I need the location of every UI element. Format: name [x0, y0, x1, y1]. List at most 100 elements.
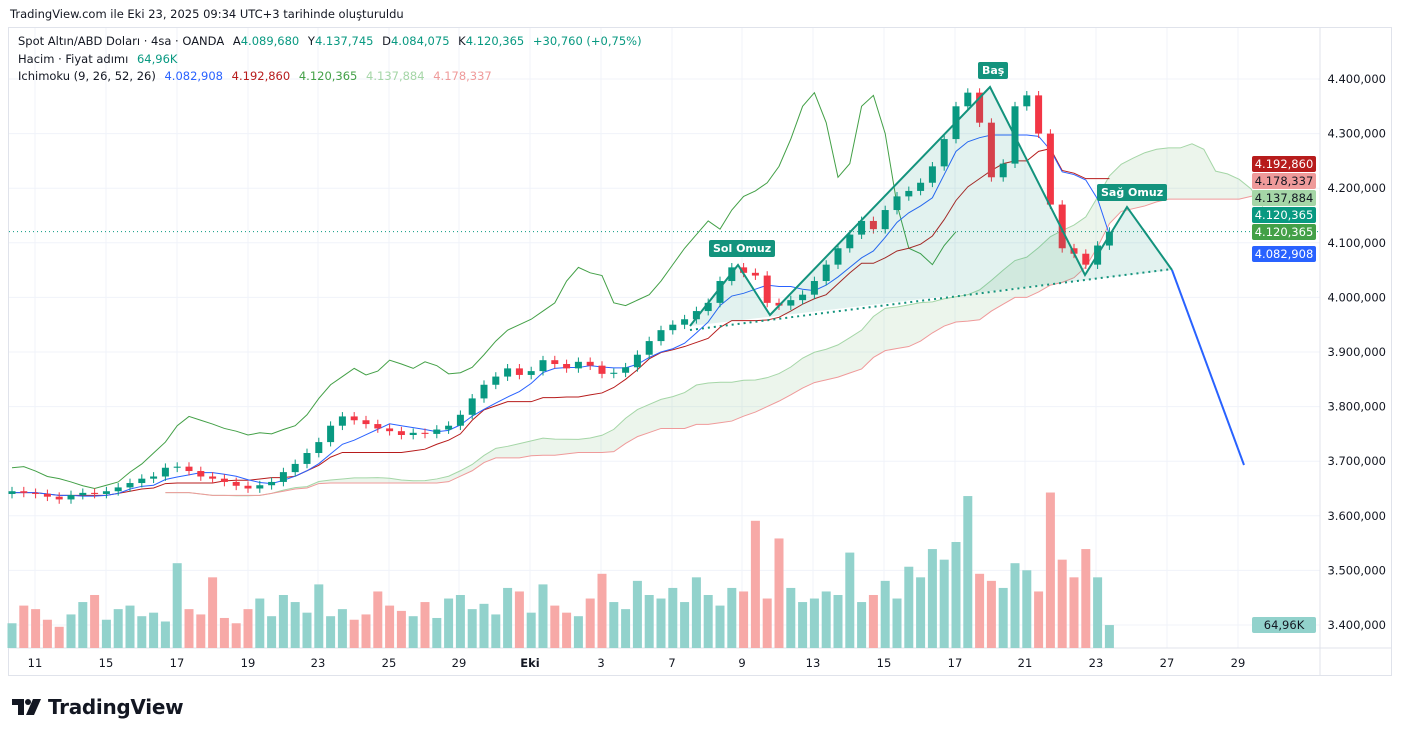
head-label[interactable]: Baş: [978, 62, 1009, 79]
volume-bar: [503, 587, 513, 648]
candle-body: [8, 491, 16, 494]
candle-body: [185, 466, 193, 472]
volume-bar: [1022, 570, 1032, 648]
volume-bar: [314, 584, 324, 648]
volume-bar: [66, 614, 76, 648]
volume-bar: [562, 612, 572, 648]
chart-frame: [8, 27, 1392, 676]
right-shoulder-label[interactable]: Sağ Omuz: [1097, 184, 1168, 201]
volume-bar: [715, 605, 725, 648]
volume-bar: [396, 610, 406, 648]
volume-bar: [19, 605, 29, 648]
tenkan-value: 4.082,908: [164, 69, 223, 83]
tenkan-price-label: 4.082,908: [1252, 246, 1316, 262]
candle-body: [338, 416, 346, 426]
volume-bar: [361, 614, 371, 648]
candle-body: [161, 467, 169, 477]
candle-body: [633, 354, 641, 368]
candle-body: [374, 424, 382, 429]
candle-body: [1058, 204, 1066, 249]
volume-bar: [184, 609, 194, 648]
volume-bar: [939, 559, 949, 648]
candle-body: [751, 272, 759, 276]
y-tick-label: 4.100,000: [1327, 236, 1386, 250]
volume-bar: [656, 598, 666, 648]
candle-body: [1082, 253, 1090, 265]
x-tick-label: 3: [597, 656, 604, 670]
candle-body: [43, 493, 51, 497]
volume-bar: [113, 609, 123, 648]
volume-bar: [904, 566, 914, 648]
volume-bar: [727, 587, 737, 648]
x-tick-label: 15: [877, 656, 892, 670]
low-pair: D4.084,075: [382, 34, 449, 48]
volume-price-label: 64,96K: [1252, 617, 1316, 633]
volume-bar: [326, 616, 336, 648]
candle-body: [220, 478, 228, 482]
candle-body: [138, 478, 146, 484]
x-tick-label: 25: [382, 656, 397, 670]
candle-body: [480, 384, 488, 399]
candle-body: [834, 248, 842, 265]
candle-body: [976, 92, 984, 123]
volume-bar: [149, 612, 159, 648]
x-tick-label: 29: [1231, 656, 1246, 670]
candle-body: [244, 485, 252, 489]
y-tick-label: 3.800,000: [1327, 400, 1386, 414]
candle-body: [598, 365, 606, 374]
candle-body: [303, 453, 311, 464]
candle-body: [350, 416, 358, 421]
candle-body: [775, 302, 783, 306]
candle-body: [67, 495, 75, 500]
candle-body: [209, 476, 217, 479]
left-shoulder-label[interactable]: Sol Omuz: [709, 240, 776, 257]
x-tick-label: 23: [311, 656, 326, 670]
candle-body: [362, 420, 370, 425]
volume-bar: [892, 598, 902, 648]
volume-bar: [160, 621, 170, 648]
x-tick-label: 11: [28, 656, 43, 670]
volume-bar: [916, 577, 926, 648]
candle-body: [551, 360, 559, 365]
volume-bar: [526, 612, 536, 648]
candle-body: [232, 481, 240, 486]
y-tick-label: 3.400,000: [1327, 618, 1386, 632]
volume-bar: [833, 594, 843, 648]
candle-body: [881, 210, 889, 230]
volume-bar: [408, 616, 418, 648]
candle-body: [586, 361, 594, 366]
volume-bar: [208, 577, 218, 648]
high-label: Y: [307, 34, 315, 48]
open-value: 4.089,680: [240, 34, 300, 48]
candle-body: [716, 281, 724, 303]
candle-body: [1070, 248, 1078, 254]
candle-body: [256, 485, 264, 489]
candle-body: [940, 139, 948, 167]
y-tick-label: 3.900,000: [1327, 345, 1386, 359]
candle-body: [32, 492, 40, 494]
tradingview-logo[interactable]: TradingView: [12, 695, 184, 719]
tenkan-line: [12, 134, 1110, 497]
candle-body: [421, 432, 429, 434]
volume-bar: [137, 616, 147, 648]
volume-bar: [798, 602, 808, 648]
ichimoku-legend: Ichimoku (9, 26, 52, 26) 4.082,908 4.192…: [18, 69, 497, 83]
volume-bar: [432, 617, 442, 648]
candle-body: [1023, 95, 1031, 107]
volume-bar: [125, 605, 135, 648]
low-label: D: [382, 34, 391, 48]
volume-bar: [1081, 549, 1091, 648]
volume-bar: [762, 598, 772, 648]
volume-bar: [385, 605, 395, 648]
pattern-fill: [690, 87, 1172, 326]
candle-body: [79, 492, 87, 496]
volume-name: Hacim · Fiyat adımı: [18, 52, 129, 66]
volume-bar: [809, 598, 819, 648]
candle-body: [846, 234, 854, 249]
volume-bar: [951, 541, 961, 648]
volume-bar: [986, 580, 996, 648]
kijun-line: [12, 148, 1110, 496]
volume-bar: [1057, 559, 1067, 648]
candle-body: [787, 300, 795, 306]
